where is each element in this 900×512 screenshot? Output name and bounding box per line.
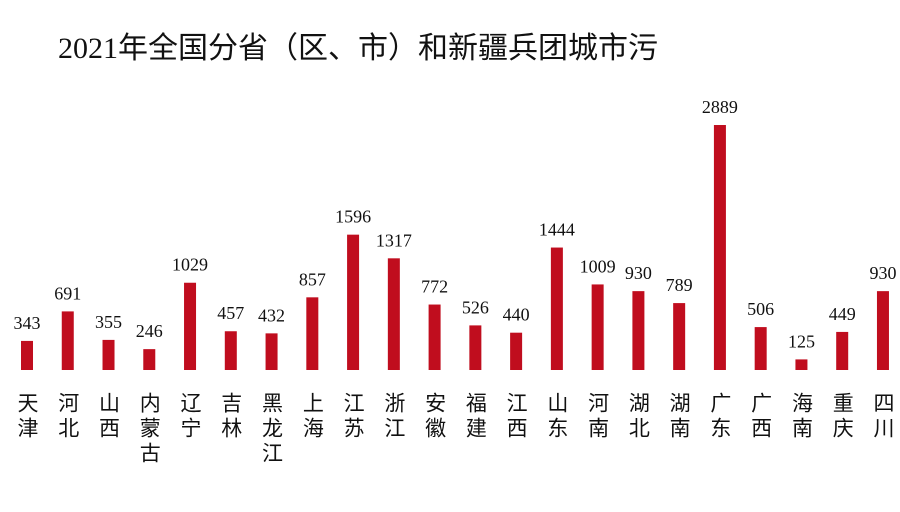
- bar: [265, 333, 278, 370]
- bar: [876, 291, 889, 370]
- value-label: 246: [136, 321, 163, 341]
- bar: [347, 234, 360, 370]
- value-label: 457: [217, 303, 244, 323]
- x-tick-label: 广西: [749, 392, 773, 442]
- x-tick-label: 湖北: [626, 392, 650, 442]
- x-tick-label: 山西: [97, 392, 121, 442]
- value-label: 772: [421, 277, 448, 297]
- bar: [21, 340, 33, 370]
- value-label: 1317: [376, 230, 412, 250]
- bar: [184, 282, 197, 370]
- x-tick-label: 吉林: [219, 392, 243, 442]
- bar: [428, 304, 441, 370]
- bar: [510, 332, 523, 370]
- x-tick-label: 江西: [504, 392, 528, 442]
- value-label: 440: [503, 305, 530, 325]
- value-label: 449: [829, 304, 856, 324]
- value-label: 125: [788, 331, 815, 351]
- chart-title: 2021年全国分省（区、市）和新疆兵团城市污: [58, 32, 658, 65]
- value-label: 2889: [702, 97, 738, 117]
- bar: [143, 349, 156, 370]
- bar: [591, 284, 604, 370]
- value-label: 1029: [172, 255, 208, 275]
- x-tick-label: 安徽: [423, 392, 447, 442]
- x-tick-label: 福建: [463, 392, 487, 442]
- bar: [387, 258, 400, 370]
- value-label: 1596: [335, 207, 371, 227]
- value-label: 789: [666, 275, 693, 295]
- value-label: 526: [462, 297, 489, 317]
- x-tick-label: 天津: [15, 392, 39, 442]
- x-tick-label: 内蒙古: [137, 392, 161, 467]
- value-label: 506: [747, 299, 774, 319]
- x-tick-label: 黑龙江: [260, 392, 284, 467]
- bar: [550, 247, 563, 370]
- value-label: 930: [625, 263, 652, 283]
- bar: [224, 331, 237, 370]
- bar: [836, 331, 849, 370]
- bar: [306, 297, 319, 370]
- value-label: 930: [869, 263, 896, 283]
- x-tick-label: 河北: [56, 392, 80, 442]
- value-label: 1444: [539, 220, 575, 240]
- x-tick-label: 江苏: [341, 392, 365, 442]
- x-tick-label: 浙江: [382, 392, 406, 442]
- value-label: 432: [258, 305, 285, 325]
- value-label: 343: [14, 313, 41, 333]
- bar: [713, 125, 726, 370]
- bar: [469, 325, 482, 370]
- x-tick-label: 上海: [300, 392, 324, 442]
- x-tick-label: 河南: [586, 392, 610, 442]
- bar: [632, 291, 645, 370]
- value-label: 691: [54, 283, 81, 303]
- bar: [673, 303, 686, 370]
- x-tick-label: 海南: [789, 392, 813, 442]
- x-tick-label: 辽宁: [178, 392, 202, 442]
- value-label: 1009: [580, 256, 616, 276]
- value-label: 857: [299, 269, 326, 289]
- x-tick-label: 四川: [871, 392, 895, 442]
- x-tick-label: 山东: [545, 392, 569, 442]
- x-tick-label: 广东: [708, 392, 732, 442]
- bar: [754, 327, 767, 370]
- bar: [102, 339, 115, 370]
- bar: [795, 359, 808, 370]
- bar: [61, 311, 74, 370]
- x-tick-label: 湖南: [667, 392, 691, 442]
- x-tick-label: 重庆: [830, 392, 854, 442]
- value-label: 355: [95, 312, 122, 332]
